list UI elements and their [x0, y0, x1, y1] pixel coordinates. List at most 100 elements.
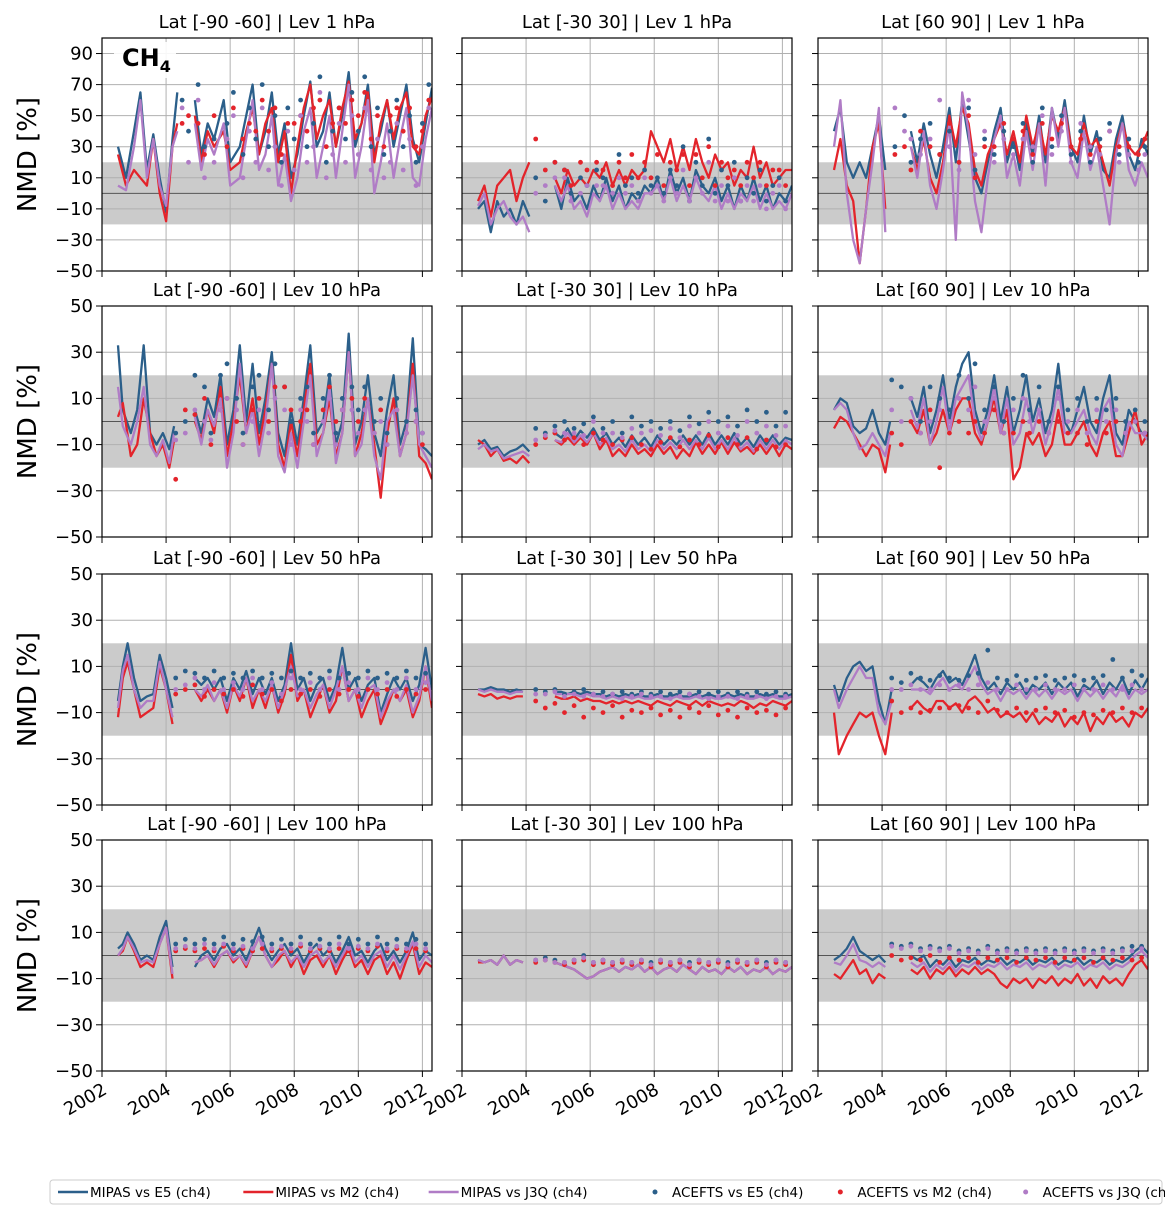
panel-frame: [101, 305, 433, 538]
series-point-acefts-vs-m2: [247, 121, 252, 126]
series-point-acefts-vs-e5: [591, 414, 596, 420]
y-tick-label: 50: [70, 564, 93, 585]
series-point-acefts-vs-m2: [384, 687, 390, 692]
series-point-acefts-vs-e5: [699, 183, 705, 189]
series-point-acefts-vs-j3q: [288, 442, 294, 447]
series-point-acefts-vs-j3q: [639, 691, 644, 697]
series-point-acefts-vs-m2: [1049, 136, 1055, 142]
series-point-acefts-vs-e5: [972, 361, 978, 367]
series-point-acefts-vs-j3q: [1020, 136, 1026, 142]
panel-7: 50 30 10 −10 −30 −50 Lat [-90 -60] | Lev 50 hP…: [13, 548, 433, 816]
series-point-acefts-vs-j3q: [744, 960, 750, 965]
series-point-acefts-vs-j3q: [712, 198, 718, 204]
series-point-acefts-vs-j3q: [619, 696, 625, 702]
series-point-acefts-vs-m2: [1097, 144, 1103, 150]
series-point-acefts-vs-m2: [307, 687, 313, 692]
y-tick-label: 50: [70, 296, 93, 317]
panel-title: Lat [60 90] | Lev 1 hPa: [881, 12, 1085, 33]
series-point-acefts-vs-e5: [327, 941, 332, 947]
series-point-acefts-vs-e5: [533, 175, 539, 181]
series-point-acefts-vs-m2: [754, 446, 760, 452]
series-point-acefts-vs-e5: [751, 190, 756, 196]
series-point-acefts-vs-j3q: [1039, 113, 1045, 119]
x-tick-label: 2010: [1033, 1079, 1083, 1120]
series-point-acefts-vs-m2: [202, 396, 207, 401]
series-point-acefts-vs-j3q: [1027, 419, 1032, 424]
series-line-mipas-vs-e5-seg1: [116, 642, 174, 709]
series-line-mipas-vs-j3q-seg2: [910, 949, 1148, 973]
panel-frame: [461, 305, 793, 538]
series-point-acefts-vs-j3q: [725, 962, 731, 968]
series-point-acefts-vs-j3q: [317, 90, 323, 95]
legend-item-1: MIPAS vs E5 (ch4): [58, 1185, 211, 1201]
series-point-acefts-vs-j3q: [677, 694, 683, 699]
series-point-acefts-vs-e5: [1129, 943, 1135, 949]
series-point-acefts-vs-m2: [966, 705, 971, 711]
series-point-acefts-vs-m2: [282, 384, 287, 390]
series-point-acefts-vs-j3q: [1043, 682, 1048, 688]
series-point-acefts-vs-e5: [1020, 121, 1026, 126]
series-point-acefts-vs-e5: [1062, 675, 1068, 681]
series-point-acefts-vs-m2: [317, 694, 323, 699]
series-point-acefts-vs-e5: [298, 675, 303, 681]
series-point-acefts-vs-j3q: [291, 167, 297, 173]
series-point-acefts-vs-m2: [982, 430, 987, 436]
series-point-acefts-vs-m2: [937, 465, 943, 471]
series-point-acefts-vs-m2: [336, 691, 342, 697]
series-point-acefts-vs-e5: [413, 936, 419, 942]
series-point-acefts-vs-e5: [744, 175, 750, 181]
series-point-acefts-vs-e5: [619, 689, 625, 695]
series-point-acefts-vs-m2: [655, 152, 660, 157]
series-point-acefts-vs-e5: [387, 128, 393, 134]
series-line-mipas-vs-e5-seg2: [553, 168, 792, 211]
series-point-acefts-vs-m2: [333, 419, 339, 424]
x-tick-label: 2006: [904, 1079, 954, 1120]
series-point-acefts-vs-e5: [362, 74, 368, 80]
x-tick-label: 2008: [969, 1079, 1019, 1120]
series-point-acefts-vs-m2: [719, 159, 724, 165]
series-point-acefts-vs-m2: [562, 437, 567, 443]
series-point-acefts-vs-j3q: [674, 190, 680, 196]
series-point-acefts-vs-j3q: [317, 943, 323, 949]
series-point-acefts-vs-e5: [623, 183, 628, 189]
series-point-acefts-vs-m2: [1081, 955, 1087, 961]
y-tick-label: −50: [55, 261, 93, 282]
series-point-acefts-vs-m2: [687, 183, 692, 189]
series-point-acefts-vs-j3q: [568, 198, 574, 204]
series-point-acefts-vs-m2: [420, 128, 425, 134]
series-point-acefts-vs-j3q: [259, 941, 265, 947]
series-point-acefts-vs-j3q: [1110, 687, 1116, 692]
series-point-acefts-vs-m2: [889, 430, 895, 436]
series-point-acefts-vs-e5: [250, 668, 256, 674]
series-point-acefts-vs-j3q: [600, 183, 606, 189]
series-point-acefts-vs-j3q: [770, 190, 776, 196]
series-point-acefts-vs-j3q: [1120, 948, 1125, 954]
series-point-acefts-vs-j3q: [346, 680, 352, 685]
series-point-acefts-vs-m2: [394, 694, 400, 699]
series-point-acefts-vs-j3q: [317, 687, 323, 692]
series-point-acefts-vs-j3q: [764, 696, 769, 702]
series-point-acefts-vs-e5: [266, 144, 271, 150]
series-line-mipas-vs-m2-seg1: [476, 161, 531, 218]
series-point-acefts-vs-m2: [327, 687, 332, 692]
series-point-acefts-vs-j3q: [231, 946, 236, 951]
series-point-acefts-vs-e5: [1142, 144, 1148, 150]
series-point-acefts-vs-j3q: [552, 428, 558, 434]
series-point-acefts-vs-m2: [619, 714, 625, 720]
series-point-acefts-vs-j3q: [1103, 419, 1109, 424]
series-point-acefts-vs-j3q: [1033, 950, 1039, 956]
series-point-acefts-vs-j3q: [619, 435, 625, 441]
series-point-acefts-vs-m2: [658, 712, 663, 718]
series-point-acefts-vs-m2: [375, 691, 380, 697]
series-point-acefts-vs-j3q: [735, 433, 740, 438]
series-point-acefts-vs-m2: [966, 113, 971, 119]
panel-frame: [461, 37, 793, 272]
series-point-acefts-vs-m2: [1062, 707, 1068, 713]
series-point-acefts-vs-m2: [927, 953, 933, 958]
series-point-acefts-vs-e5: [186, 128, 191, 134]
series-point-acefts-vs-m2: [400, 128, 406, 134]
series-point-acefts-vs-e5: [1126, 136, 1132, 142]
series-point-acefts-vs-m2: [387, 113, 393, 119]
series-point-acefts-vs-j3q: [892, 105, 898, 111]
series-point-acefts-vs-m2: [699, 175, 705, 181]
